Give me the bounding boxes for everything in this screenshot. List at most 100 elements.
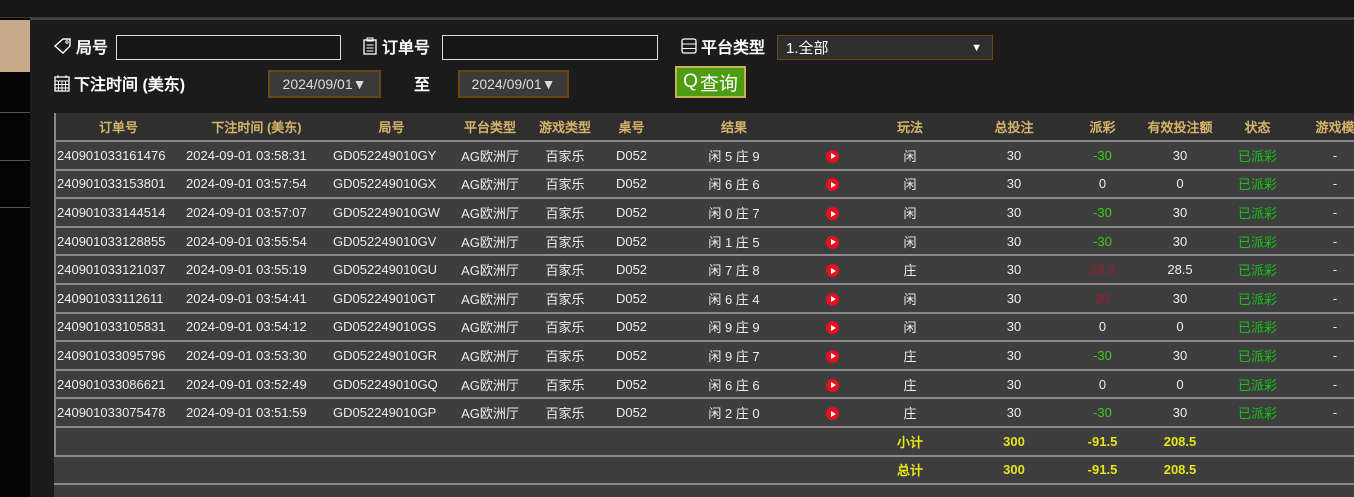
cell: AG欧洲厅 bbox=[453, 141, 527, 171]
cell bbox=[54, 426, 183, 457]
cell: -91.5 bbox=[1064, 455, 1141, 486]
query-button[interactable]: Q 查询 bbox=[675, 66, 746, 98]
round-input[interactable] bbox=[116, 35, 341, 60]
order-input[interactable] bbox=[442, 35, 658, 60]
cell: 2024-09-01 03:53:30 bbox=[183, 341, 330, 371]
video-cell bbox=[808, 398, 856, 428]
video-cell bbox=[808, 198, 856, 228]
top-bar bbox=[0, 0, 1354, 18]
cell: GD052249010GT bbox=[330, 283, 453, 314]
cell: 30 bbox=[1141, 283, 1219, 314]
cell: - bbox=[1296, 141, 1354, 171]
cell: 已派彩 bbox=[1219, 226, 1296, 257]
platform-select[interactable]: 1.全部 ▼ bbox=[777, 35, 993, 60]
cell: GD052249010GP bbox=[330, 398, 453, 428]
cell bbox=[808, 426, 856, 457]
cell: 240901033153801 bbox=[54, 169, 183, 200]
cell: 240901033144514 bbox=[54, 198, 183, 228]
table-row: 240901033121037 2024-09-01 03:55:19 GD0522… bbox=[54, 255, 1354, 285]
cell: AG欧洲厅 bbox=[453, 226, 527, 257]
cell bbox=[183, 455, 330, 486]
video-cell bbox=[808, 141, 856, 171]
cell: -91.5 bbox=[1064, 426, 1141, 457]
cell: GD052249010GV bbox=[330, 226, 453, 257]
dropdown-arrow-icon: ▼ bbox=[541, 76, 556, 92]
column-header bbox=[808, 113, 856, 142]
cell: 2024-09-01 03:54:41 bbox=[183, 283, 330, 314]
column-header: 桌号 bbox=[603, 113, 660, 142]
cell: 百家乐 bbox=[527, 398, 603, 428]
play-video-icon[interactable] bbox=[825, 178, 839, 192]
cell: 闲 9 庄 9 bbox=[660, 312, 808, 343]
cell: 百家乐 bbox=[527, 369, 603, 400]
dropdown-arrow-icon: ▼ bbox=[971, 41, 982, 54]
sidebar-item[interactable] bbox=[0, 207, 30, 208]
play-video-icon[interactable] bbox=[825, 235, 839, 249]
table-row: 240901033105831 2024-09-01 03:54:12 GD0522… bbox=[54, 312, 1354, 343]
cell: 240901033086621 bbox=[54, 369, 183, 400]
cell: D052 bbox=[603, 341, 660, 371]
cell: 240901033128855 bbox=[54, 226, 183, 257]
cell: 庄 bbox=[856, 341, 964, 371]
play-video-icon[interactable] bbox=[825, 349, 839, 363]
date-to-picker[interactable]: 2024/09/01 ▼ bbox=[458, 70, 569, 98]
cell: 30 bbox=[1141, 198, 1219, 228]
cell: AG欧洲厅 bbox=[453, 198, 527, 228]
cell: - bbox=[1296, 169, 1354, 200]
cell: 2024-09-01 03:52:49 bbox=[183, 369, 330, 400]
play-video-icon[interactable] bbox=[825, 264, 839, 278]
column-header: 平台类型 bbox=[453, 113, 527, 142]
cell bbox=[603, 455, 660, 486]
cell bbox=[603, 426, 660, 457]
cell: 30 bbox=[964, 312, 1064, 343]
cell: GD052249010GU bbox=[330, 255, 453, 285]
round-label: 局号 bbox=[53, 34, 108, 58]
table-row: 240901033075478 2024-09-01 03:51:59 GD0522… bbox=[54, 398, 1354, 428]
column-header: 局号 bbox=[330, 113, 453, 142]
cell: 闲 6 庄 6 bbox=[660, 169, 808, 200]
cell: 30 bbox=[964, 141, 1064, 171]
cell: -30 bbox=[1064, 141, 1141, 171]
play-video-icon[interactable] bbox=[825, 407, 839, 421]
cell: 闲 6 庄 6 bbox=[660, 369, 808, 400]
play-video-icon[interactable] bbox=[825, 321, 839, 335]
cell: 240901033121037 bbox=[54, 255, 183, 285]
cell: 闲 1 庄 5 bbox=[660, 226, 808, 257]
cell: 0 bbox=[1064, 169, 1141, 200]
cell: AG欧洲厅 bbox=[453, 369, 527, 400]
list-icon bbox=[681, 38, 697, 54]
cell: D052 bbox=[603, 226, 660, 257]
cell: 240901033075478 bbox=[54, 398, 183, 428]
cell: 百家乐 bbox=[527, 141, 603, 171]
cell: 已派彩 bbox=[1219, 369, 1296, 400]
cell: 闲 2 庄 0 bbox=[660, 398, 808, 428]
sidebar-active-tab[interactable] bbox=[0, 20, 30, 72]
play-video-icon[interactable] bbox=[825, 207, 839, 221]
cell: - bbox=[1296, 255, 1354, 285]
cell: GD052249010GS bbox=[330, 312, 453, 343]
cell: - bbox=[1296, 283, 1354, 314]
cell: 240901033161476 bbox=[54, 141, 183, 171]
cell bbox=[660, 455, 808, 486]
cell bbox=[808, 455, 856, 486]
play-video-icon[interactable] bbox=[825, 149, 839, 163]
cell: 208.5 bbox=[1141, 426, 1219, 457]
table-row: 240901033086621 2024-09-01 03:52:49 GD0522… bbox=[54, 369, 1354, 400]
sidebar-item[interactable] bbox=[0, 160, 30, 161]
bet-records-table: 订单号 下注时间 (美东) 局号 平台类型 游戏类型 桌号 结果 玩法 总投注 派彩 有效投注额 状态… bbox=[54, 113, 1354, 486]
column-header: 订单号 bbox=[54, 113, 183, 142]
cell: D052 bbox=[603, 312, 660, 343]
cell bbox=[453, 426, 527, 457]
cell bbox=[330, 455, 453, 486]
cell: 小计 bbox=[856, 426, 964, 457]
cell: D052 bbox=[603, 169, 660, 200]
play-video-icon[interactable] bbox=[825, 378, 839, 392]
cell: 28.5 bbox=[1064, 255, 1141, 285]
play-video-icon[interactable] bbox=[825, 292, 839, 306]
sidebar-item[interactable] bbox=[0, 112, 30, 113]
cell: 闲 bbox=[856, 198, 964, 228]
date-from-picker[interactable]: 2024/09/01 ▼ bbox=[268, 70, 381, 98]
cell: 已派彩 bbox=[1219, 312, 1296, 343]
cell bbox=[1219, 455, 1296, 486]
total-row: 总计 300 -91.5 208.5 bbox=[54, 455, 1354, 486]
